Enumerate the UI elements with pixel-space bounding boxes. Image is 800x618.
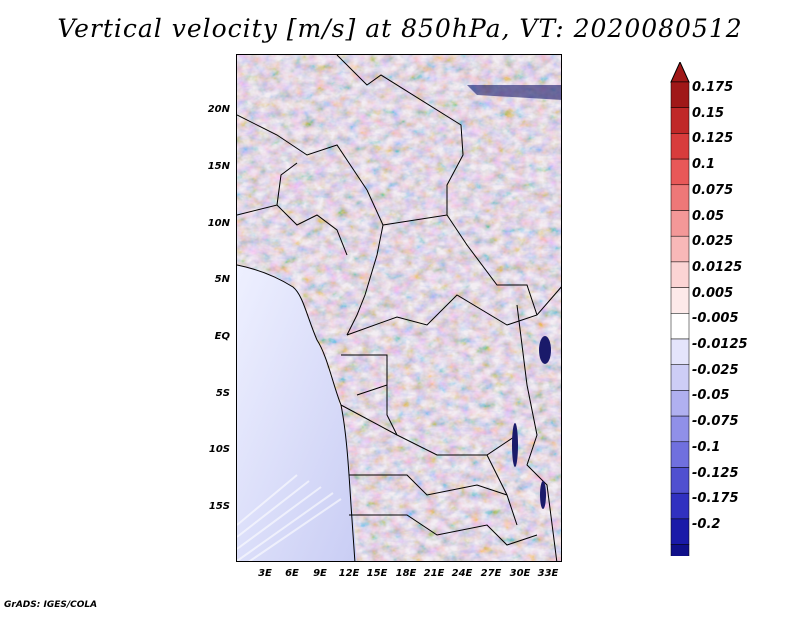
vertical-velocity-field: [237, 55, 561, 561]
lon-label-24e: 24E: [451, 568, 473, 579]
lon-label-15e: 15E: [366, 568, 388, 579]
lat-label-20n: 20N: [207, 104, 230, 115]
lat-label-eq: EQ: [214, 331, 230, 342]
colorbar-segment: [670, 107, 690, 134]
lakes: [467, 85, 561, 509]
colorbar-segment: [670, 81, 690, 108]
ocean-region: [237, 265, 357, 561]
colorbar-label: -0.1: [692, 439, 721, 455]
colorbar-label: -0.05: [692, 388, 730, 404]
lon-label-33e: 33E: [537, 568, 559, 579]
colorbar-label: -0.0125: [692, 337, 748, 352]
colorbar-top-arrow: [670, 62, 690, 83]
lon-label-12e: 12E: [338, 568, 360, 579]
lon-label-3e: 3E: [258, 568, 272, 579]
colorbar-segment: [670, 235, 690, 263]
colorbar-label: 0.125: [692, 131, 734, 147]
lat-label-15n: 15N: [207, 161, 230, 172]
lat-label-15s: 15S: [208, 501, 230, 512]
colorbar-label: 0.175: [692, 80, 734, 95]
colorbar-segment: [670, 184, 690, 211]
lon-label-27e: 27E: [480, 568, 502, 579]
colorbar-label: -0.025: [692, 362, 739, 378]
lon-label-21e: 21E: [423, 568, 445, 579]
lon-label-30e: 30E: [509, 568, 531, 579]
colorbar-segment: [670, 467, 690, 494]
lat-label-10n: 10N: [207, 218, 230, 229]
colorbar-label: 0.1: [692, 157, 716, 173]
colorbar-label: -0.175: [692, 491, 739, 507]
lon-label-6e: 6E: [285, 568, 299, 579]
colorbar-segment: [670, 313, 690, 340]
colorbar: [670, 62, 690, 556]
map-title: Vertical velocity [m/s] at 850hPa, VT: 2…: [57, 14, 743, 43]
colorbar-segment: [670, 544, 690, 556]
colorbar-segment: [670, 415, 690, 443]
lat-label-5n: 5N: [214, 274, 230, 285]
lat-label-10s: 10S: [208, 444, 230, 455]
colorbar-segment: [670, 518, 690, 545]
colorbar-segment: [670, 287, 690, 314]
colorbar-segment: [670, 261, 690, 288]
colorbar-segment: [670, 390, 690, 417]
lon-label-18e: 18E: [395, 568, 417, 579]
colorbar-segment: [670, 133, 690, 160]
colorbar-segment: [670, 364, 690, 391]
colorbar-label: 0.075: [692, 182, 734, 198]
map-plot-area: [236, 54, 562, 562]
colorbar-label: 0.05: [692, 208, 725, 224]
colorbar-label: 0.025: [692, 234, 734, 250]
colorbar-label: 0.0125: [692, 259, 743, 275]
lon-label-9e: 9E: [313, 568, 327, 579]
colorbar-label: -0.075: [692, 414, 739, 430]
grads-credit: GrADS: IGES/COLA: [4, 600, 98, 610]
colorbar-label: -0.2: [692, 516, 721, 532]
colorbar-segment: [670, 492, 690, 520]
country-borders: [237, 55, 561, 561]
lat-label-5s: 5S: [215, 388, 230, 399]
colorbar-label: 0.15: [692, 105, 725, 121]
colorbar-segment: [670, 158, 690, 186]
colorbar-segment: [670, 210, 690, 237]
colorbar-segment: [670, 441, 690, 468]
colorbar-label: 0.005: [692, 285, 734, 301]
colorbar-label: -0.125: [692, 465, 739, 481]
colorbar-label: -0.005: [692, 311, 739, 327]
colorbar-segment: [670, 338, 690, 365]
